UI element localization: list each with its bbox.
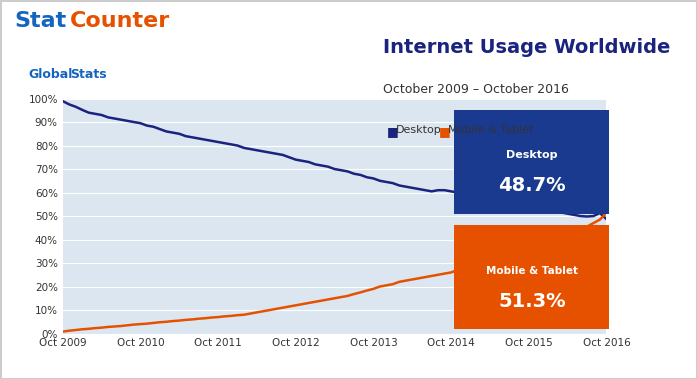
FancyBboxPatch shape [454,110,609,214]
Text: Global: Global [28,68,72,81]
Text: 51.3%: 51.3% [498,292,566,311]
Text: Desktop: Desktop [506,150,558,160]
Text: Stats: Stats [70,68,107,81]
Text: Mobile & Tablet: Mobile & Tablet [448,125,533,135]
Text: October 2009 – October 2016: October 2009 – October 2016 [383,83,569,96]
Text: Stat: Stat [14,11,66,31]
Text: ■: ■ [387,125,399,138]
Text: Mobile & Tablet: Mobile & Tablet [486,266,578,276]
FancyBboxPatch shape [454,226,609,329]
Text: Desktop: Desktop [396,125,442,135]
Text: 48.7%: 48.7% [498,176,566,195]
Text: Internet Usage Worldwide: Internet Usage Worldwide [383,38,671,57]
Text: Counter: Counter [70,11,170,31]
Text: ■: ■ [439,125,451,138]
